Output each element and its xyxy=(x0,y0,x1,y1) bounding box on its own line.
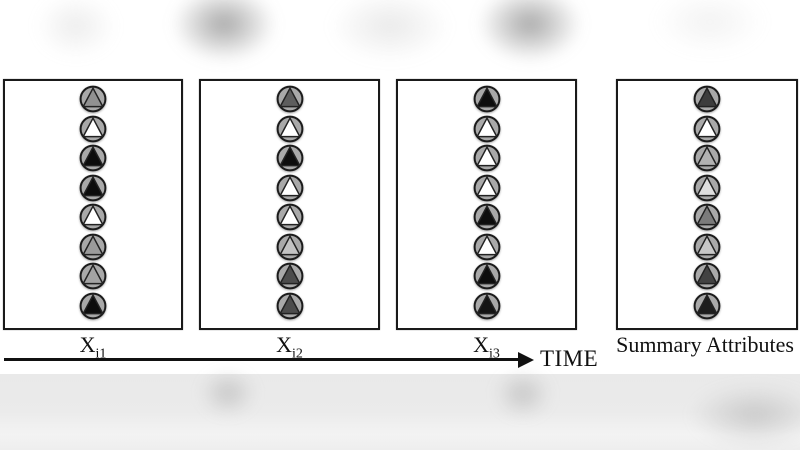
panel-label-xi1: Xi1 xyxy=(3,332,183,360)
triangle-in-circle-icon xyxy=(79,262,107,290)
triangle-in-circle-icon xyxy=(276,233,303,260)
summary-box xyxy=(616,79,798,330)
triangle-in-circle-icon xyxy=(276,115,303,142)
background-smudge xyxy=(36,0,116,58)
triangle-in-circle-icon xyxy=(79,174,107,201)
triangle-in-circle-icon xyxy=(473,233,500,260)
panel-label-base: X xyxy=(473,332,489,357)
background-smudge xyxy=(330,0,450,62)
triangle-in-circle-icon xyxy=(693,203,721,231)
panel-label-xi2: Xi2 xyxy=(199,332,380,360)
triangle-in-circle-icon xyxy=(79,292,107,319)
panel-label-base: X xyxy=(79,332,96,357)
triangle-in-circle-icon xyxy=(473,262,500,290)
triangle-in-circle-icon xyxy=(693,262,721,290)
triangle-in-circle-icon xyxy=(693,115,721,142)
triangle-in-circle-icon xyxy=(473,174,500,201)
triangle-in-circle-icon xyxy=(473,292,500,319)
triangle-in-circle-icon xyxy=(79,233,107,260)
attribute-column-summary xyxy=(618,85,796,320)
background-smudge xyxy=(478,0,582,62)
triangle-in-circle-icon xyxy=(693,85,721,113)
triangle-in-circle-icon xyxy=(693,233,721,260)
triangle-in-circle-icon xyxy=(276,262,303,290)
triangle-in-circle-icon xyxy=(276,292,303,319)
background-smudge xyxy=(172,0,276,62)
panel-label-base: X xyxy=(276,332,292,357)
time-arrow-head-icon xyxy=(518,351,534,368)
background-band xyxy=(0,374,800,450)
attribute-column-3 xyxy=(398,85,575,320)
triangle-in-circle-icon xyxy=(79,203,107,231)
timestep-box-2 xyxy=(199,79,380,330)
triangle-in-circle-icon xyxy=(276,174,303,201)
attribute-column-1 xyxy=(5,85,181,320)
triangle-in-circle-icon xyxy=(693,144,721,172)
triangle-in-circle-icon xyxy=(79,85,107,113)
triangle-in-circle-icon xyxy=(473,203,500,231)
timestep-box-1 xyxy=(3,79,183,330)
panel-label-base: Summary Attributes xyxy=(616,332,794,357)
time-arrow-line xyxy=(4,358,520,361)
time-axis-label: TIME xyxy=(540,346,599,371)
triangle-in-circle-icon xyxy=(79,115,107,142)
panel-label-subscript: i1 xyxy=(95,346,107,362)
timestep-box-3 xyxy=(396,79,577,330)
triangle-in-circle-icon xyxy=(276,203,303,231)
triangle-in-circle-icon xyxy=(693,174,721,201)
background-smudge xyxy=(655,0,765,54)
summary-attributes-label: Summary Attributes xyxy=(600,332,800,357)
panel-label-subscript: i2 xyxy=(292,346,303,362)
triangle-in-circle-icon xyxy=(79,144,107,172)
triangle-in-circle-icon xyxy=(473,115,500,142)
attribute-column-2 xyxy=(201,85,378,320)
panel-label-subscript: i3 xyxy=(489,346,500,362)
triangle-in-circle-icon xyxy=(693,292,721,319)
triangle-in-circle-icon xyxy=(473,144,500,172)
panel-label-xi3: Xi3 xyxy=(396,332,577,360)
triangle-in-circle-icon xyxy=(276,85,303,113)
triangle-in-circle-icon xyxy=(473,85,500,113)
triangle-in-circle-icon xyxy=(276,144,303,172)
